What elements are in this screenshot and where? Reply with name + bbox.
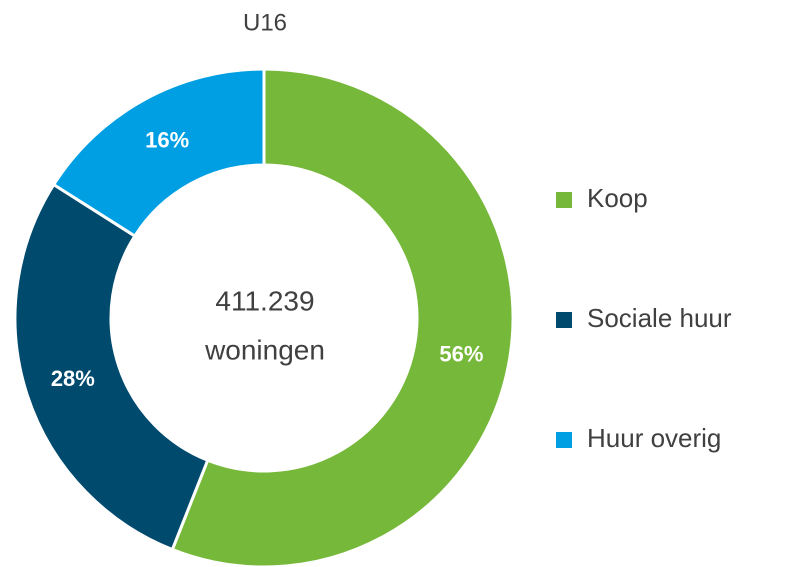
slice <box>13 182 210 552</box>
legend-swatch <box>556 192 572 208</box>
legend-swatch <box>556 432 572 448</box>
chart-title: U16 <box>243 9 287 36</box>
legend-label: Koop <box>587 183 648 213</box>
data-label: 28% <box>51 366 95 391</box>
legend-label: Huur overig <box>587 423 721 453</box>
data-label: 16% <box>145 128 189 153</box>
slice <box>51 67 266 239</box>
legend-swatch <box>556 312 572 328</box>
center-caption: woningen <box>204 334 325 365</box>
slice <box>170 67 515 567</box>
center-total: 411.239 <box>215 285 314 316</box>
legend-label: Sociale huur <box>587 303 732 333</box>
data-label: 56% <box>439 341 483 366</box>
